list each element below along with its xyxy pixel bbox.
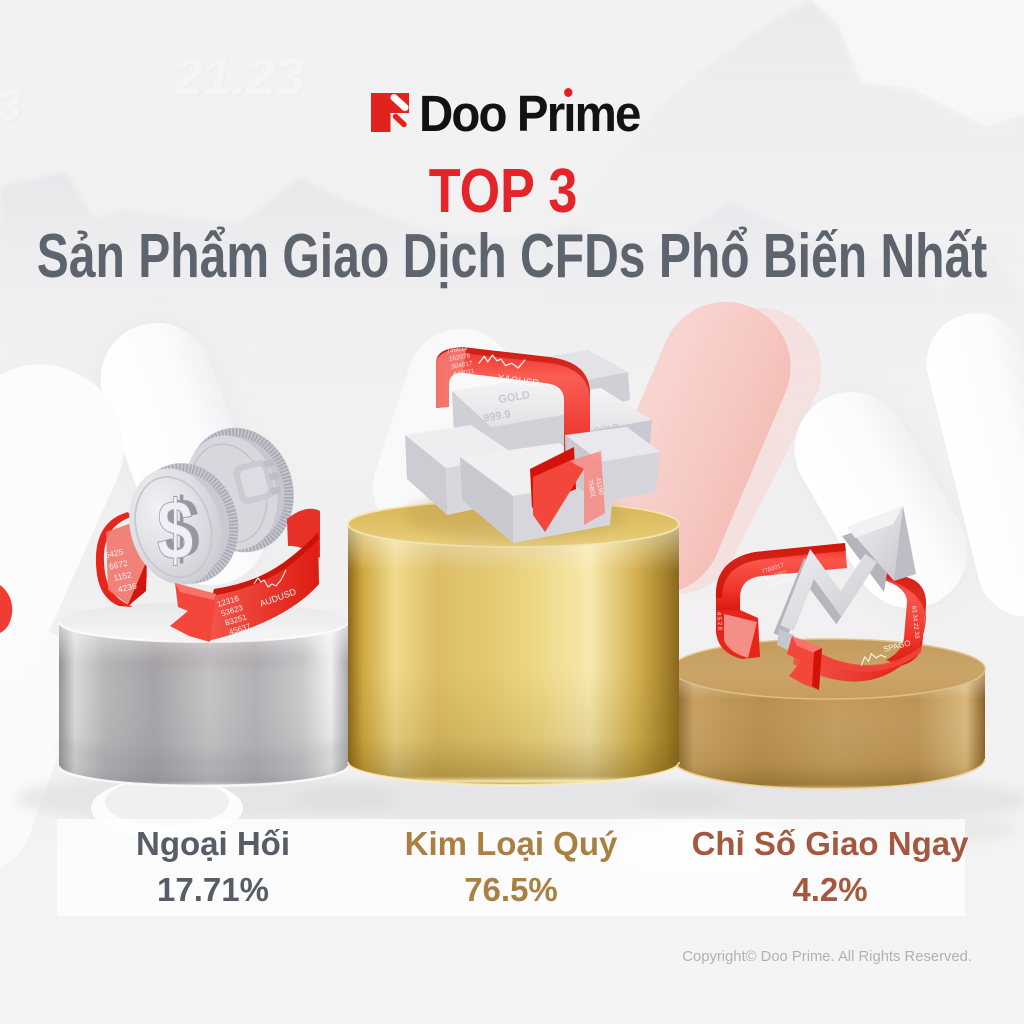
- svg-text:21.23: 21.23: [173, 48, 304, 106]
- svg-text:999.9: 999.9: [482, 408, 511, 425]
- svg-text:41196: 41196: [594, 477, 605, 496]
- svg-text:63 34 22 33: 63 34 22 33: [910, 605, 920, 639]
- svg-text:93: 93: [0, 83, 23, 132]
- svg-text:648011: 648011: [453, 368, 475, 379]
- svg-text:5425: 5425: [104, 547, 125, 561]
- svg-text:1152: 1152: [113, 569, 133, 583]
- svg-text:GOLD: GOLD: [498, 389, 531, 406]
- svg-text:4 5 2 8: 4 5 2 8: [715, 612, 723, 631]
- svg-text:$: $: [163, 481, 199, 575]
- svg-text:748012: 748012: [446, 345, 469, 356]
- svg-text:93: 93: [0, 81, 21, 130]
- svg-text:304817: 304817: [451, 360, 474, 371]
- svg-text:6672: 6672: [108, 558, 129, 572]
- svg-text:75801: 75801: [586, 479, 597, 499]
- svg-text:$: $: [157, 483, 193, 577]
- svg-text:162078: 162078: [448, 352, 471, 363]
- svg-text:21.23: 21.23: [175, 50, 306, 108]
- svg-text:4236: 4236: [117, 581, 138, 595]
